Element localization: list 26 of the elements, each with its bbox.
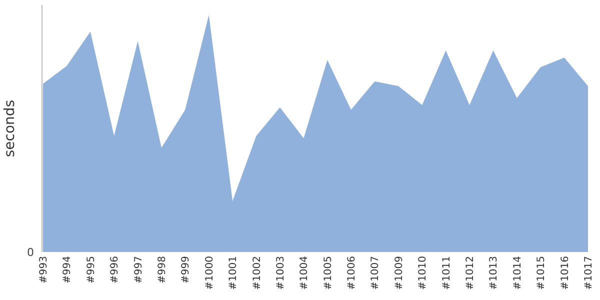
x-tick-label: #997	[133, 256, 144, 284]
y-axis-title: seconds	[2, 100, 18, 158]
x-tick-label: #1001	[228, 256, 240, 290]
x-tick-label: #1017	[584, 256, 594, 290]
annotation: 0	[27, 246, 34, 259]
x-tick-label: #1016	[560, 256, 571, 290]
x-tick-label: #1007	[370, 256, 382, 290]
x-tick-label: #1006	[346, 256, 358, 290]
x-tick-label: #1010	[418, 256, 429, 290]
x-tick-label: #1013	[488, 256, 500, 290]
x-tick-label: #1004	[299, 256, 310, 290]
x-tick-label: #1015	[536, 256, 548, 290]
x-tick-label: #1002	[252, 256, 263, 290]
x-tick-label: #1003	[275, 256, 286, 290]
x-tick-label: #1011	[441, 256, 452, 290]
x-tick-label: #996	[110, 256, 121, 284]
x-tick-label: #1014	[512, 256, 524, 290]
x-tick-label: #995	[86, 256, 97, 284]
x-tick-label: #1009	[394, 256, 405, 290]
x-tick-label: #998	[156, 256, 168, 284]
x-tick-label: #1012	[465, 256, 476, 290]
x-tick-label: #993	[38, 256, 50, 284]
x-tick-label: #1005	[322, 256, 334, 290]
x-tick-label: #994	[62, 256, 74, 284]
x-tick-label: #1000	[204, 256, 216, 290]
x-tick-label: #999	[180, 256, 192, 284]
